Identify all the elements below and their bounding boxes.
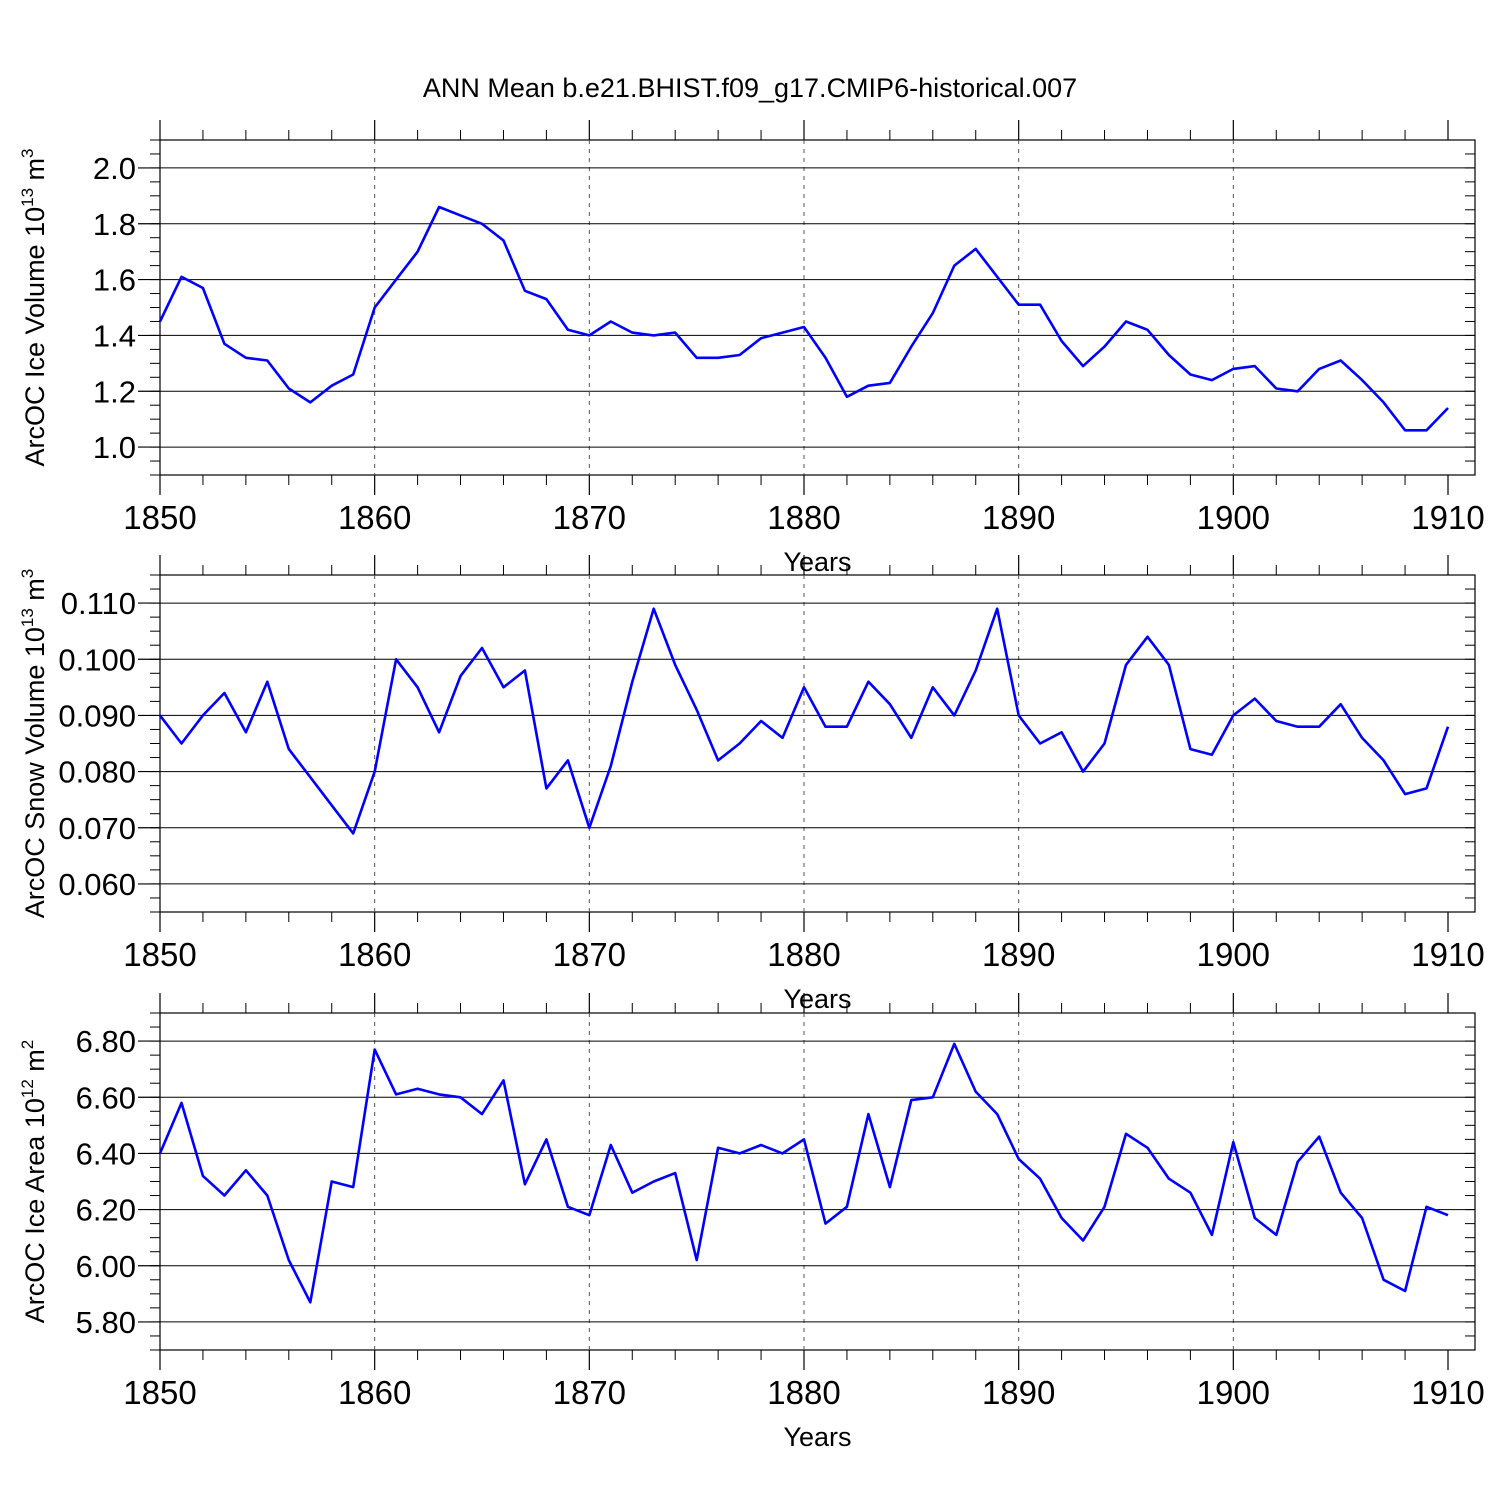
- y-tick-label: 1.0: [93, 430, 136, 465]
- x-tick-label: 1880: [767, 499, 840, 536]
- y-tick-label: 0.110: [61, 586, 136, 621]
- x-tick-label: 1910: [1411, 499, 1484, 536]
- x-tick-label: 1880: [767, 936, 840, 973]
- y-axis-label: ArcOC Ice Area 1012 m2: [18, 1040, 50, 1324]
- x-axis-label: Years: [783, 984, 851, 1014]
- x-axis-label: Years: [783, 547, 851, 577]
- y-tick-label: 6.80: [76, 1024, 136, 1059]
- x-tick-label: 1890: [982, 936, 1055, 973]
- y-tick-label: 1.6: [93, 263, 136, 298]
- x-axis-label: Years: [783, 1422, 851, 1452]
- y-tick-label: 6.00: [76, 1249, 136, 1284]
- x-tick-label: 1850: [123, 499, 196, 536]
- y-tick-label: 5.80: [76, 1305, 136, 1340]
- y-tick-label: 2.0: [93, 151, 136, 186]
- y-tick-label: 6.20: [76, 1193, 136, 1228]
- y-axis-label: ArcOC Snow Volume 1013 m3: [18, 569, 50, 919]
- x-tick-label: 1900: [1197, 936, 1270, 973]
- y-tick-label: 6.40: [76, 1136, 136, 1171]
- plot-frame: [159, 139, 1476, 476]
- x-tick-label: 1850: [123, 936, 196, 973]
- x-tick-label: 1860: [338, 936, 411, 973]
- x-tick-label: 1900: [1197, 1374, 1270, 1411]
- figure-title: ANN Mean b.e21.BHIST.f09_g17.CMIP6-histo…: [423, 73, 1077, 103]
- y-tick-label: 1.8: [93, 207, 136, 242]
- y-tick-label: 0.070: [58, 811, 136, 846]
- y-tick-label: 0.100: [58, 642, 136, 677]
- series-line: [158, 607, 1450, 835]
- x-tick-label: 1890: [982, 1374, 1055, 1411]
- y-tick-label: 1.2: [93, 374, 136, 409]
- y-tick-label: 1.4: [93, 318, 136, 353]
- x-tick-label: 1850: [123, 1374, 196, 1411]
- x-tick-label: 1900: [1197, 499, 1270, 536]
- x-tick-label: 1870: [553, 936, 626, 973]
- y-tick-label: 0.090: [58, 698, 136, 733]
- y-tick-label: 6.60: [76, 1080, 136, 1115]
- series-line: [158, 1042, 1449, 1304]
- x-tick-label: 1910: [1411, 936, 1484, 973]
- x-tick-label: 1870: [553, 1374, 626, 1411]
- chart-panel-3: 1850 1860 1870 1880 1890 1900 1910 5.80 6.00 6.20…: [18, 993, 1485, 1452]
- x-tick-label: 1910: [1411, 1374, 1484, 1411]
- y-axis-label: ArcOC Ice Volume 1013 m3: [18, 148, 50, 466]
- x-tick-label: 1880: [767, 1374, 840, 1411]
- y-tick-label: 0.060: [58, 867, 136, 902]
- chart-panel-1: 1850 1860 1870 1880 1890 1900 1910 1.0 1.2 1.4 1.6…: [18, 120, 1485, 577]
- x-tick-label: 1870: [553, 499, 626, 536]
- y-tick-label: 0.080: [58, 755, 136, 790]
- x-tick-label: 1860: [338, 1374, 411, 1411]
- plot-frame: [159, 1012, 1476, 1351]
- x-tick-label: 1890: [982, 499, 1055, 536]
- series-line: [158, 205, 1449, 432]
- plot-frame: [159, 574, 1476, 913]
- x-tick-label: 1860: [338, 499, 411, 536]
- chart-panel-2: 1850 1860 1870 1880 1890 1900 1910 0.060 0.070 0.…: [18, 555, 1485, 1014]
